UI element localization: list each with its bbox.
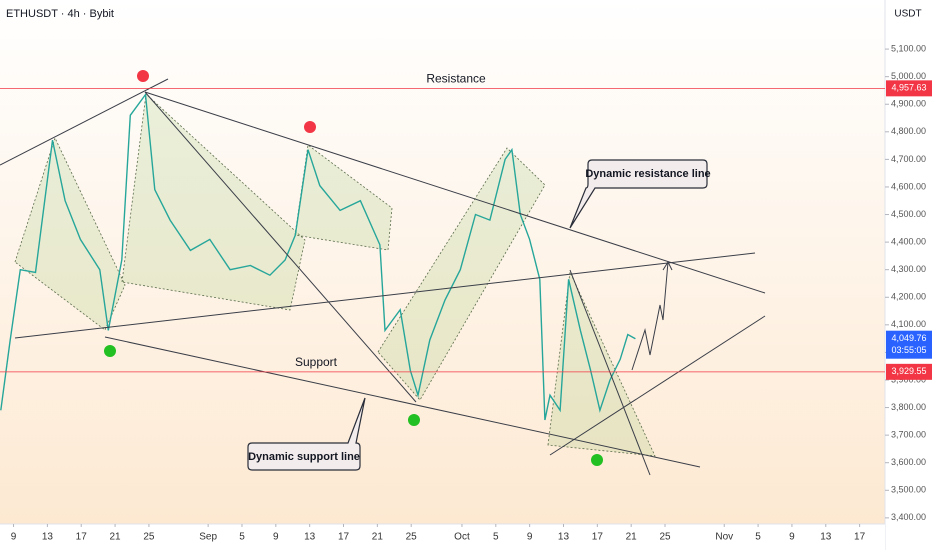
level-name: Resistance bbox=[426, 72, 486, 86]
price-layer bbox=[0, 92, 636, 421]
x-tick-label: 13 bbox=[304, 532, 316, 543]
last-price-label: 4,049.76 bbox=[891, 333, 926, 343]
chart-title: ETHUSDT · 4h · Bybit bbox=[6, 8, 114, 20]
x-tick-label: 5 bbox=[755, 532, 761, 543]
x-tick-label: 9 bbox=[11, 532, 17, 543]
markers bbox=[104, 70, 603, 466]
level-name: Support bbox=[295, 355, 338, 369]
pattern-zone bbox=[121, 93, 306, 311]
trendline bbox=[144, 91, 417, 403]
x-tick-label: 5 bbox=[493, 532, 499, 543]
annotation: Dynamic support line bbox=[248, 451, 360, 463]
trendline bbox=[104, 336, 701, 468]
pattern-zone bbox=[547, 270, 656, 457]
y-tick-label: 4,700.00 bbox=[891, 154, 926, 164]
y-tick-label: 4,400.00 bbox=[891, 236, 926, 246]
x-tick-label: 21 bbox=[372, 532, 384, 543]
level-label: 3,929.55 bbox=[891, 366, 926, 376]
last-price-badge bbox=[886, 330, 932, 359]
top-marker bbox=[137, 70, 149, 82]
callout-box bbox=[569, 159, 708, 229]
trendline bbox=[144, 91, 766, 294]
y-tick-label: 3,600.00 bbox=[891, 457, 926, 467]
trendline bbox=[14, 252, 756, 339]
x-tick-label: 21 bbox=[626, 532, 638, 543]
level-label: 4,957.63 bbox=[891, 83, 926, 93]
x-tick-label: Nov bbox=[715, 532, 733, 543]
y-tick-label: 3,500.00 bbox=[891, 485, 926, 495]
trendline bbox=[569, 269, 651, 476]
bottom-marker bbox=[104, 345, 116, 357]
bottom-marker bbox=[408, 414, 420, 426]
price-line bbox=[0, 92, 636, 421]
pattern-zone bbox=[14, 136, 126, 331]
patterns bbox=[14, 93, 656, 457]
x-tick-label: 9 bbox=[527, 532, 533, 543]
y-tick-label: 4,500.00 bbox=[891, 209, 926, 219]
plot-background bbox=[0, 0, 885, 524]
trendlines bbox=[0, 78, 766, 476]
annotation: Dynamic resistance line bbox=[585, 168, 710, 180]
y-tick-label: 4,800.00 bbox=[891, 126, 926, 136]
x-tick-label: 25 bbox=[406, 532, 418, 543]
x-tick-label: 17 bbox=[592, 532, 604, 543]
pattern-zone bbox=[377, 147, 546, 401]
x-tick-label: 5 bbox=[239, 532, 245, 543]
callouts: Dynamic resistance line Dynamic support … bbox=[247, 159, 711, 471]
x-tick-label: 13 bbox=[558, 532, 570, 543]
y-tick-label: 3,700.00 bbox=[891, 430, 926, 440]
countdown: 03:55:05 bbox=[891, 345, 926, 355]
x-tick-label: 17 bbox=[76, 532, 88, 543]
x-tick-label: 17 bbox=[854, 532, 866, 543]
x-tick-label: 25 bbox=[143, 532, 155, 543]
arrow-head bbox=[662, 260, 673, 271]
x-tick-label: Oct bbox=[454, 532, 470, 543]
x-tick-label: 25 bbox=[659, 532, 671, 543]
level-badge bbox=[886, 363, 932, 380]
y-tick-label: 4,600.00 bbox=[891, 181, 926, 191]
trendline bbox=[0, 78, 169, 166]
x-tick-label: 21 bbox=[110, 532, 122, 543]
y-tick-label: 4,300.00 bbox=[891, 264, 926, 274]
bottom-marker bbox=[591, 454, 603, 466]
x-tick-label: 9 bbox=[789, 532, 795, 543]
y-tick-label: 4,900.00 bbox=[891, 99, 926, 109]
trendline bbox=[549, 315, 766, 456]
projection-arrow bbox=[631, 261, 669, 371]
y-tick-label: 5,100.00 bbox=[891, 43, 926, 53]
y-tick-label: 3,800.00 bbox=[891, 402, 926, 412]
level-badge bbox=[886, 80, 932, 97]
callout-box bbox=[247, 397, 366, 471]
y-tick-label: 4,100.00 bbox=[891, 319, 926, 329]
currency-label: USDT bbox=[894, 9, 921, 20]
y-tick-label: 4,200.00 bbox=[891, 292, 926, 302]
x-tick-label: 9 bbox=[273, 532, 279, 543]
x-tick-label: Sep bbox=[199, 532, 217, 543]
time-axis bbox=[0, 524, 885, 550]
x-tick-label: 13 bbox=[820, 532, 832, 543]
top-marker bbox=[304, 121, 316, 133]
x-tick-label: 17 bbox=[338, 532, 350, 543]
x-tick-label: 13 bbox=[42, 532, 54, 543]
y-tick-label: 3,400.00 bbox=[891, 512, 926, 522]
y-tick-label: 5,000.00 bbox=[891, 71, 926, 81]
